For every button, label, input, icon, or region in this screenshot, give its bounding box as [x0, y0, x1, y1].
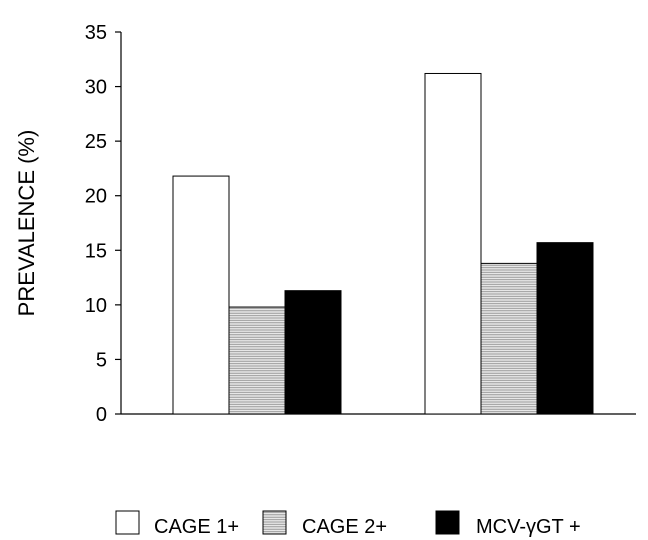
bar-series-3-group-1	[284, 290, 342, 415]
y-tick-label: 25	[85, 131, 107, 153]
bar-series-3-group-2	[536, 242, 594, 415]
y-axis: 0 5 10 15 20 25 30 35	[85, 22, 122, 426]
y-tick-label: 5	[96, 349, 107, 371]
legend-swatch	[262, 510, 287, 535]
bar-series-2-group-1	[228, 306, 286, 415]
legend-label: CAGE 2+	[302, 516, 387, 538]
y-tick-label: 10	[85, 295, 107, 317]
y-tick-label: 15	[85, 240, 107, 262]
y-tick-label: 20	[85, 186, 107, 208]
bar-series-2-group-2	[480, 262, 538, 415]
y-axis-title: PREVALENCE (%)	[14, 130, 39, 317]
y-tick-label: 35	[85, 22, 107, 44]
bar-series-1-group-2	[424, 72, 482, 415]
legend-label: MCV-γGT +	[476, 516, 581, 538]
legend-swatch	[115, 510, 140, 535]
bars	[172, 72, 594, 415]
legend-label: CAGE 1+	[154, 516, 239, 538]
legend-swatch	[435, 510, 460, 535]
y-tick-label: 30	[85, 77, 107, 99]
legend: CAGE 1+ CAGE 2+ MCV-γGT +	[115, 510, 581, 538]
bar-series-1-group-1	[172, 175, 230, 415]
y-tick-label: 0	[96, 404, 107, 426]
